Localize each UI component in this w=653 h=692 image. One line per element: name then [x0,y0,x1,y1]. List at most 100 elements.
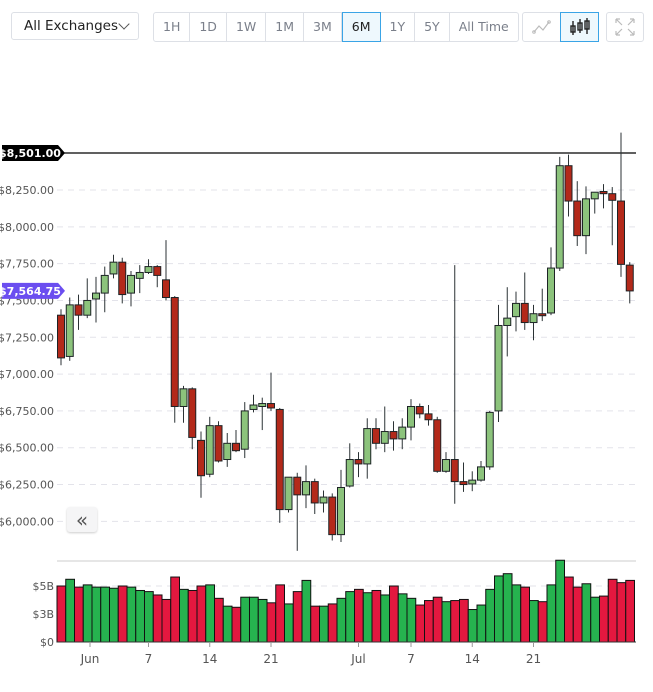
candlestick-chart-button[interactable] [560,12,599,42]
exchange-select-value: All Exchanges [24,18,119,34]
range-button-1m[interactable]: 1M [266,13,304,41]
range-button-3m[interactable]: 3M [304,13,342,41]
volume-bar [345,591,355,643]
y-tick-label: $7,250.00 [0,331,54,344]
last-price-label: $7,564.75 [0,285,61,298]
candle-body [398,426,407,440]
volume-bar [91,586,102,643]
volume-bar [380,594,390,643]
candlestick-chart-icon [569,18,590,35]
candle-body [520,302,529,324]
volume-bar [257,598,268,643]
volume-bar [152,594,163,643]
candle-body [302,481,310,496]
candle-body [135,271,144,279]
volume-bar [249,596,259,643]
candle-body [450,459,459,483]
candle-body [389,431,398,440]
candle-body [74,304,83,316]
volume-bar [82,584,93,643]
expand-button[interactable] [606,12,644,42]
candle-body [293,476,302,496]
volume-bar [415,604,425,643]
candle-body [258,403,267,407]
candle-body [459,481,468,486]
candle-body [599,190,608,195]
range-button-all-time[interactable]: All Time [458,19,509,34]
volume-bar [284,603,294,643]
candle-body [232,442,240,452]
volume-bar [590,596,600,643]
volume-bar [625,579,635,643]
y-tick-label: $6,250.00 [0,479,54,492]
volume-bar [511,584,522,643]
line-chart-button[interactable] [523,13,560,41]
candle-body [57,314,65,359]
volume-bar [74,586,84,643]
volume-bar [336,597,347,643]
volume-bar [441,601,452,643]
candle-body [494,324,503,412]
candle-body [205,425,214,475]
candle-body [617,200,625,265]
candle-body [284,476,293,511]
candle-body [433,419,442,472]
range-button-6m[interactable]: 6M [341,12,381,42]
volume-bar [161,598,172,643]
volume-bar [546,584,557,643]
exchange-select[interactable]: All Exchanges [11,12,139,40]
volume-bar [406,597,417,643]
candle-body [363,428,372,465]
candle-body [345,459,354,487]
volume-bar [100,586,110,643]
candle-body [415,405,424,415]
volume-bar [459,598,469,643]
range-button-1w[interactable]: 1W [227,13,267,41]
candle-body [608,193,617,201]
volume-bar [65,578,75,643]
volume-bar [170,576,180,643]
range-button-1h[interactable]: 1H [154,13,191,41]
x-tick-label: 14 [202,652,217,666]
volume-y-tick-label: $5B [32,580,54,593]
volume-bar [187,589,198,643]
candle-body [188,388,197,438]
y-tick-label: $6,750.00 [0,405,54,418]
volume-bar [301,579,312,643]
y-tick-label: $6,500.00 [0,442,54,455]
volume-bar [564,576,574,643]
range-button-5y[interactable]: 5Y [415,13,450,41]
range-button-1y[interactable]: 1Y [381,13,416,41]
x-tick-label: Jul [350,652,365,666]
volume-bar [117,585,128,643]
candle-body [153,266,162,276]
volume-bar [56,585,67,643]
x-tick-label: 7 [407,652,415,666]
x-tick-label: Jun [80,652,100,666]
candle-body [590,191,599,200]
scroll-back-button[interactable]: « [67,507,97,532]
high-price-tag [2,145,65,162]
volume-bar [494,575,504,643]
candle-body [407,405,415,428]
candle-body [477,466,485,481]
y-tick-label: $8,000.00 [0,221,54,234]
x-tick-label: 21 [526,652,541,666]
volume-bar [292,591,303,643]
volume-bar [599,595,609,643]
volume-bar [135,589,145,643]
range-button-1d[interactable]: 1D [190,13,227,41]
candle-body [275,408,284,511]
volume-bar [616,582,627,643]
candle-body [529,313,538,324]
candle-body [547,267,555,314]
volume-bar [275,584,285,643]
candle-body [564,165,573,202]
volume-bar [502,573,513,643]
candle-body [468,479,477,485]
volume-bar [354,588,364,643]
volume-bar [266,602,277,643]
volume-bar [214,597,224,643]
x-tick-label: 7 [145,652,153,666]
